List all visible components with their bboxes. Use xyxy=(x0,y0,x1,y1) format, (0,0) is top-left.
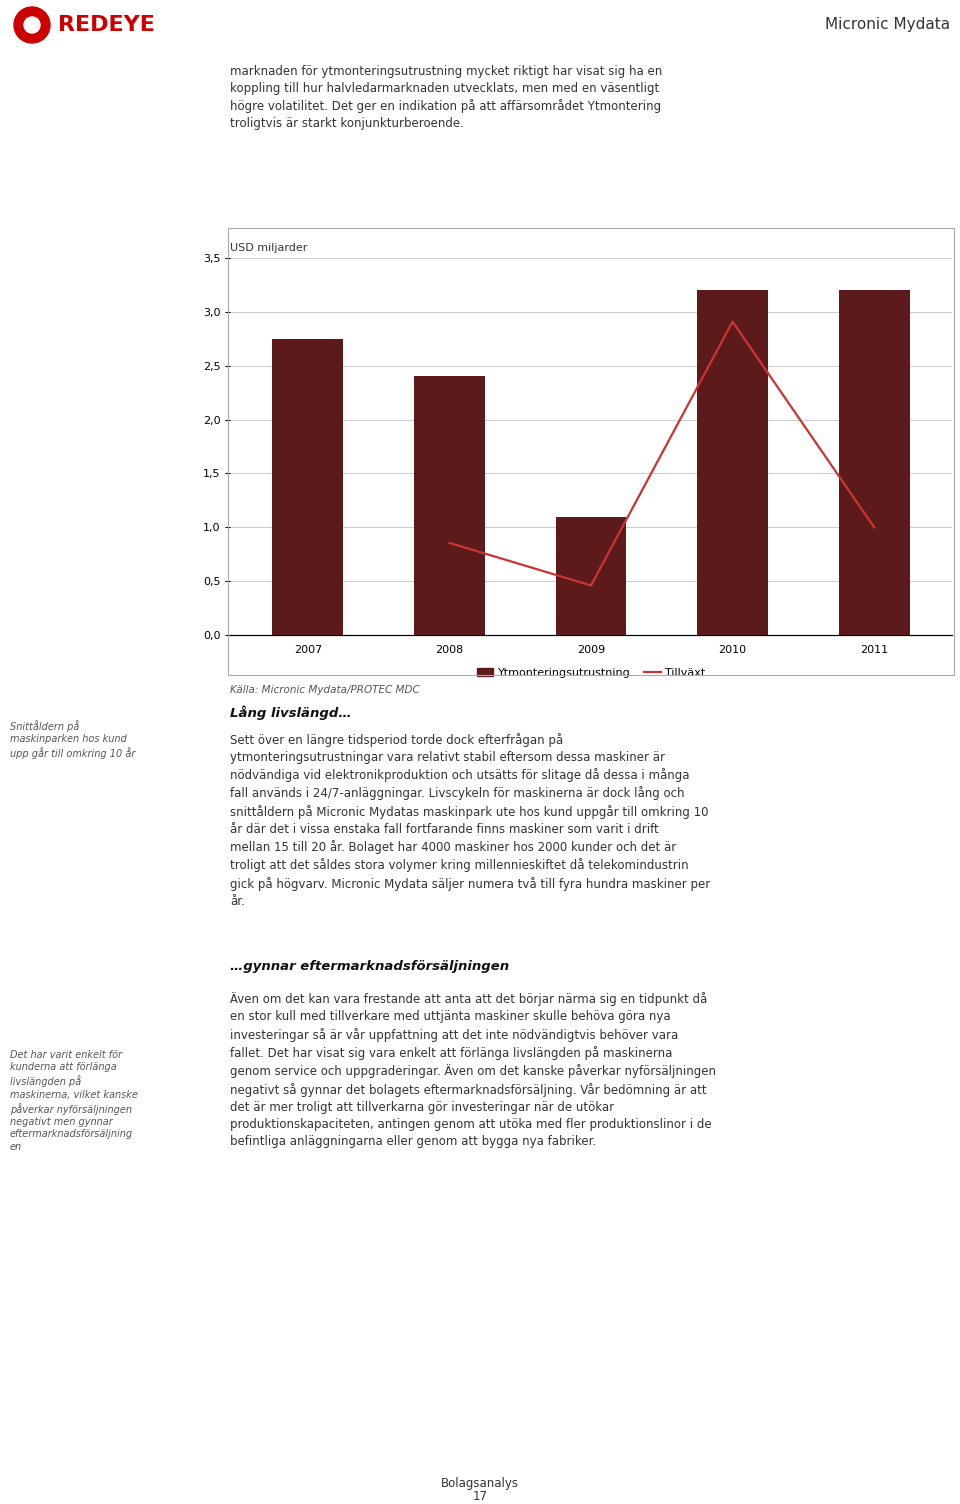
Bar xyxy=(839,290,909,635)
Legend: Ytmonteringsutrustning, Tillväxt: Ytmonteringsutrustning, Tillväxt xyxy=(472,663,709,683)
Text: Snittåldern på
maskinparken hos kund
upp går till omkring 10 år: Snittåldern på maskinparken hos kund upp… xyxy=(10,720,135,760)
Bar xyxy=(273,338,344,635)
Bar xyxy=(228,229,954,675)
Text: marknaden för ytmonteringsutrustning mycket riktigt har visat sig ha en
koppling: marknaden för ytmonteringsutrustning myc… xyxy=(230,65,662,131)
Circle shape xyxy=(24,17,40,33)
Bar xyxy=(697,290,768,635)
Text: Bolagsanalys: Bolagsanalys xyxy=(441,1477,519,1490)
Text: Lång livslängd…: Lång livslängd… xyxy=(230,705,351,719)
Text: Det har varit enkelt för
kunderna att förlänga
livslängden på
maskinerna, vilket: Det har varit enkelt för kunderna att fö… xyxy=(10,1050,138,1152)
Text: Även om det kan vara frestande att anta att det börjar närma sig en tidpunkt då
: Även om det kan vara frestande att anta … xyxy=(230,993,716,1148)
Text: …gynnar eftermarknadsförsäljningen: …gynnar eftermarknadsförsäljningen xyxy=(230,960,509,973)
Text: Källa: Micronic Mydata/PROTEC MDC: Källa: Micronic Mydata/PROTEC MDC xyxy=(230,684,420,695)
Text: Sett över en längre tidsperiod torde dock efterfrågan på
ytmonteringsutrustninga: Sett över en längre tidsperiod torde doc… xyxy=(230,732,710,908)
Bar xyxy=(556,516,626,635)
Text: Micronic Mydata: Micronic Mydata xyxy=(825,18,950,33)
Text: REDEYE: REDEYE xyxy=(58,15,155,35)
Circle shape xyxy=(14,8,50,44)
Text: 17: 17 xyxy=(472,1489,488,1502)
Text: Försäljning ytmonteringsutrustning Pick & Place (2007-2011): Försäljning ytmonteringsutrustning Pick … xyxy=(237,238,718,251)
Text: USD miljarder: USD miljarder xyxy=(230,242,307,253)
Bar xyxy=(414,376,485,635)
